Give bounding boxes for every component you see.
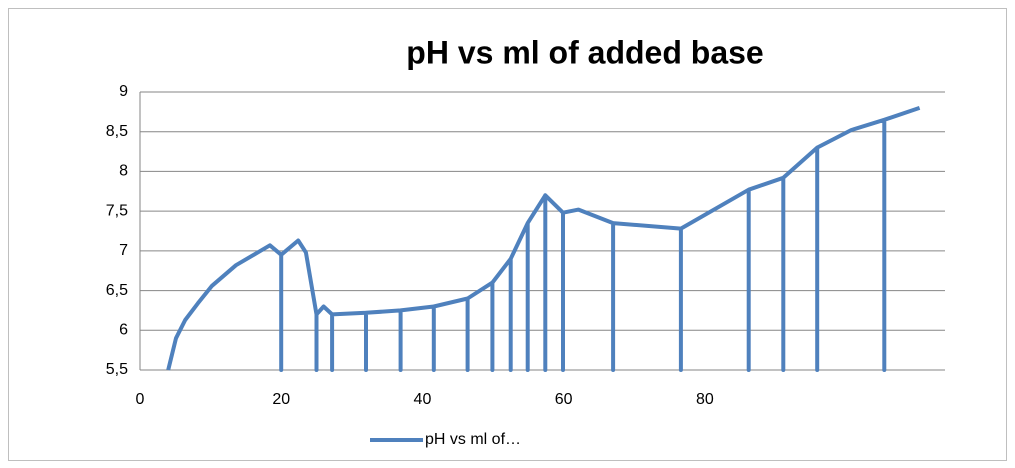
y-tick-label: 5,5 — [106, 361, 128, 378]
chart-title: pH vs ml of added base — [406, 34, 763, 70]
y-tick-label: 9 — [119, 83, 128, 100]
x-tick-label: 40 — [414, 391, 432, 408]
x-tick-label: 80 — [696, 391, 714, 408]
legend-label: pH vs ml of… — [425, 431, 521, 448]
chart-border — [8, 8, 1007, 461]
y-tick-label: 7,5 — [106, 202, 128, 219]
y-tick-label: 6 — [119, 322, 128, 339]
x-tick-label: 60 — [555, 391, 573, 408]
x-tick-label: 20 — [272, 391, 290, 408]
x-tick-label: 0 — [136, 391, 145, 408]
y-tick-label: 8,5 — [106, 123, 128, 140]
series-line — [166, 106, 921, 372]
y-tick-label: 6,5 — [106, 282, 128, 299]
y-tick-label: 8 — [119, 163, 128, 180]
y-tick-label: 7 — [119, 242, 128, 259]
